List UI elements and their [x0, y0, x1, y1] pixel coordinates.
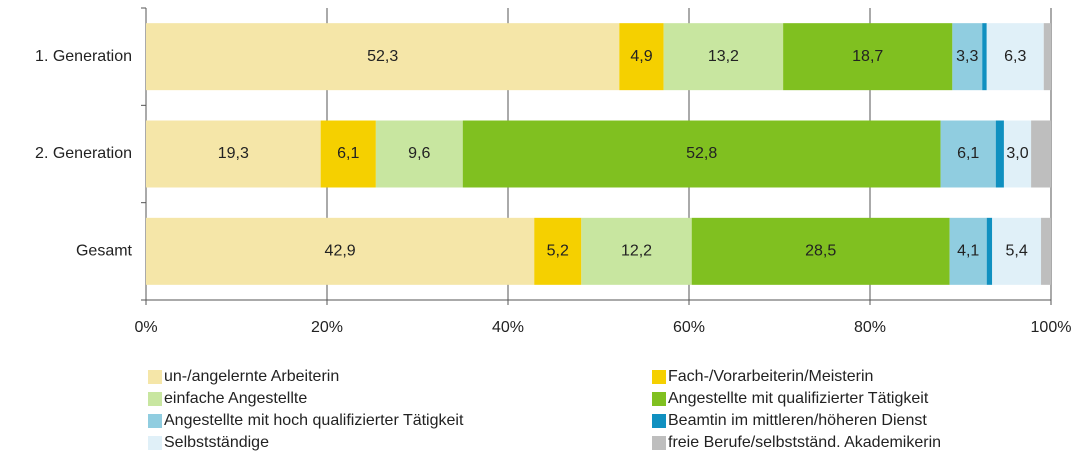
data-label: 52,3: [367, 48, 398, 65]
data-label: 4,9: [630, 48, 652, 65]
bar-segment: [952, 23, 983, 91]
x-tick-label: 60%: [673, 319, 705, 336]
bar-segment: [982, 23, 987, 91]
bar-segment: [581, 217, 692, 285]
data-label: 4,1: [957, 243, 979, 260]
bar-segment: [619, 23, 664, 91]
bar-segment: [986, 217, 993, 285]
data-label: 3,3: [956, 48, 978, 65]
legend-swatch: [652, 414, 666, 428]
data-label: 19,3: [218, 145, 249, 162]
bar-segment: [1031, 120, 1051, 188]
bar-segment: [940, 120, 996, 188]
bar-segment: [995, 120, 1004, 188]
data-label: 3,0: [1006, 145, 1028, 162]
bar-segment: [1043, 23, 1051, 91]
legend-label: freie Berufe/selbstständ. Akademikerin: [668, 434, 941, 451]
legend-swatch: [148, 392, 162, 406]
legend-swatch: [652, 392, 666, 406]
y-tick-label: Gesamt: [76, 243, 133, 260]
data-label: 5,2: [547, 243, 569, 260]
legend-swatch: [148, 436, 162, 450]
x-tick-label: 40%: [492, 319, 524, 336]
bar-segment: [691, 217, 950, 285]
bar-segment: [462, 120, 941, 188]
legend-swatch: [652, 370, 666, 384]
bar-segment: [146, 120, 321, 188]
data-label: 6,1: [957, 145, 979, 162]
x-tick-label: 80%: [854, 319, 886, 336]
legend-label: Selbstständige: [164, 434, 269, 451]
legend-label: Angestellte mit hoch qualifizierter Täti…: [164, 412, 464, 429]
y-tick-label: 1. Generation: [35, 48, 132, 65]
bar-segment: [320, 120, 376, 188]
legend-label: einfache Angestellte: [164, 390, 307, 407]
x-tick-label: 0%: [134, 319, 157, 336]
x-tick-label: 100%: [1031, 319, 1072, 336]
bar-segment: [146, 23, 620, 91]
x-tick-label: 20%: [311, 319, 343, 336]
data-label: 42,9: [325, 243, 356, 260]
data-label: 12,2: [621, 243, 652, 260]
data-label: 6,3: [1004, 48, 1026, 65]
legend-label: un-/angelernte Arbeiterin: [164, 368, 339, 385]
legend-swatch: [148, 370, 162, 384]
legend-label: Fach-/Vorarbeiterin/Meisterin: [668, 368, 873, 385]
bar-segment: [992, 217, 1042, 285]
legend-swatch: [652, 436, 666, 450]
y-tick-label: 2. Generation: [35, 145, 132, 162]
data-label: 52,8: [686, 145, 717, 162]
bar-segment: [146, 217, 535, 285]
bar-segment: [375, 120, 463, 188]
legend-label: Beamtin im mittleren/höheren Dienst: [668, 412, 927, 429]
bar-segment: [783, 23, 953, 91]
data-label: 5,4: [1005, 243, 1027, 260]
data-label: 9,6: [408, 145, 430, 162]
bar-segment: [949, 217, 987, 285]
bar-segment: [1041, 217, 1051, 285]
data-label: 18,7: [852, 48, 883, 65]
bar-segment: [534, 217, 582, 285]
bar-segment: [1003, 120, 1032, 188]
bar-segment: [986, 23, 1044, 91]
bar-segment: [663, 23, 784, 91]
legend-swatch: [148, 414, 162, 428]
data-label: 13,2: [708, 48, 739, 65]
legend-label: Angestellte mit qualifizierter Tätigkeit: [668, 390, 929, 407]
data-label: 6,1: [337, 145, 359, 162]
data-label: 28,5: [805, 243, 836, 260]
